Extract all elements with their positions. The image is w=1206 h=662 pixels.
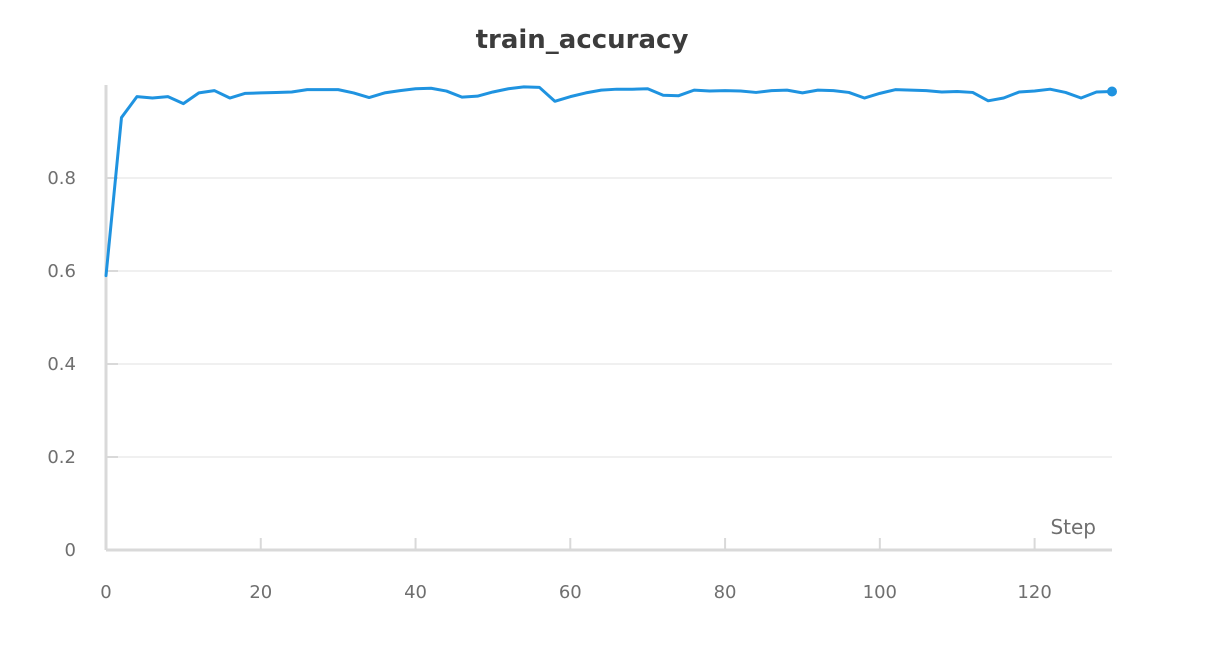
chart-title: train_accuracy [476, 25, 689, 55]
series-line [104, 85, 1114, 278]
x-tick-label: 60 [559, 582, 582, 603]
axes [104, 85, 1112, 552]
y-tick-label: 0.4 [47, 354, 76, 375]
grid [106, 177, 1112, 458]
x-tick-label: 40 [404, 582, 427, 603]
series-endpoint [1107, 86, 1117, 97]
y-tick-label: 0.8 [47, 168, 76, 189]
y-tick-label: 0.2 [47, 447, 76, 468]
y-tick-label: 0 [65, 540, 76, 561]
ticks: 0 0.2 0.4 0.6 0.8 0 20 40 60 80 100 120 [47, 168, 1051, 603]
y-tick-label: 0.6 [47, 261, 76, 282]
x-tick-label: 120 [1017, 582, 1051, 603]
x-tick-label: 20 [249, 582, 272, 603]
x-tick-label: 0 [100, 582, 111, 603]
x-axis-label: Step [1050, 515, 1096, 539]
x-tick-label: 100 [863, 582, 897, 603]
series [104, 85, 1117, 278]
x-tick-label: 80 [714, 582, 737, 603]
